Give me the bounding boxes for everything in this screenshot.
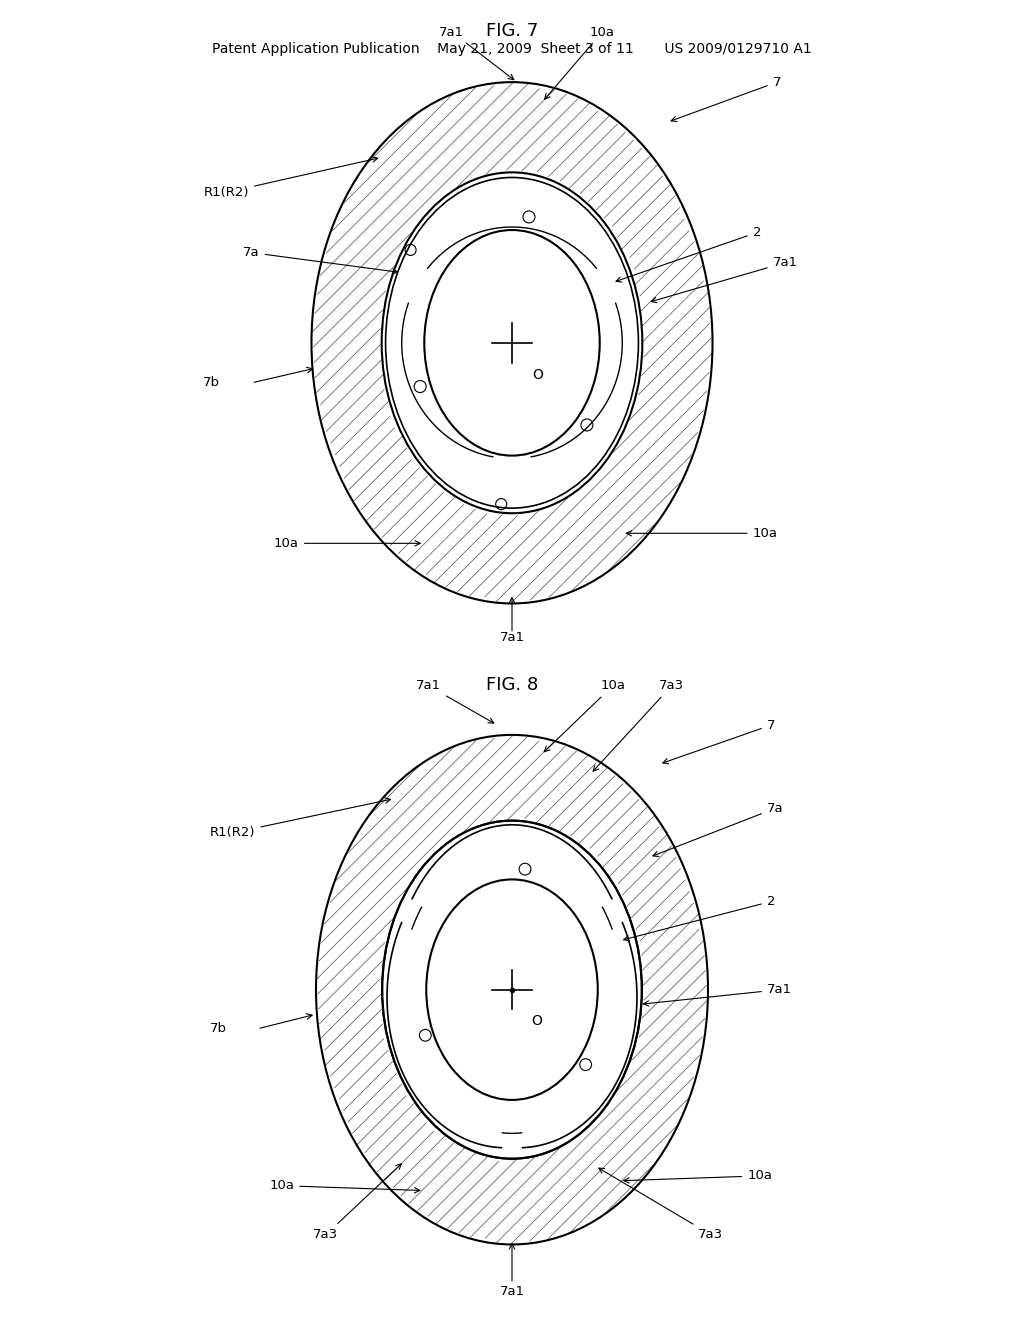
Text: 7a1: 7a1: [500, 631, 524, 644]
Text: 7a: 7a: [653, 801, 783, 857]
Text: O: O: [532, 368, 543, 381]
Ellipse shape: [382, 821, 642, 1159]
Text: R1(R2): R1(R2): [210, 797, 390, 840]
Text: 10a: 10a: [274, 537, 420, 550]
Text: 10a: 10a: [545, 680, 626, 751]
Text: 7a1: 7a1: [439, 25, 514, 79]
Text: 7a1: 7a1: [651, 256, 798, 302]
Text: 2: 2: [624, 895, 775, 941]
Ellipse shape: [382, 173, 642, 513]
Text: 7: 7: [663, 718, 775, 764]
Text: 10a: 10a: [545, 25, 614, 99]
Text: 7a3: 7a3: [599, 1168, 723, 1241]
Text: 7b: 7b: [203, 376, 220, 389]
Text: FIG. 7: FIG. 7: [485, 22, 539, 40]
Text: 2: 2: [616, 226, 761, 282]
Text: R1(R2): R1(R2): [204, 157, 378, 199]
Ellipse shape: [386, 177, 638, 508]
Text: 10a: 10a: [269, 1179, 420, 1193]
Text: FIG. 8: FIG. 8: [485, 676, 539, 694]
Text: 7a1: 7a1: [643, 983, 792, 1006]
Text: 7a3: 7a3: [313, 1164, 401, 1241]
Ellipse shape: [311, 82, 713, 603]
Ellipse shape: [424, 230, 600, 455]
Text: 7a1: 7a1: [500, 1286, 524, 1299]
Ellipse shape: [316, 735, 708, 1245]
Text: 7a: 7a: [243, 246, 397, 275]
Text: 10a: 10a: [627, 527, 777, 540]
Text: 7a1: 7a1: [416, 680, 494, 723]
Ellipse shape: [426, 879, 598, 1100]
Text: 7a3: 7a3: [593, 680, 684, 771]
Text: O: O: [531, 1014, 543, 1028]
Text: 7b: 7b: [210, 1023, 226, 1035]
Text: 10a: 10a: [624, 1170, 772, 1183]
Text: 7: 7: [671, 75, 781, 121]
Text: Patent Application Publication    May 21, 2009  Sheet 3 of 11       US 2009/0129: Patent Application Publication May 21, 2…: [212, 42, 812, 57]
